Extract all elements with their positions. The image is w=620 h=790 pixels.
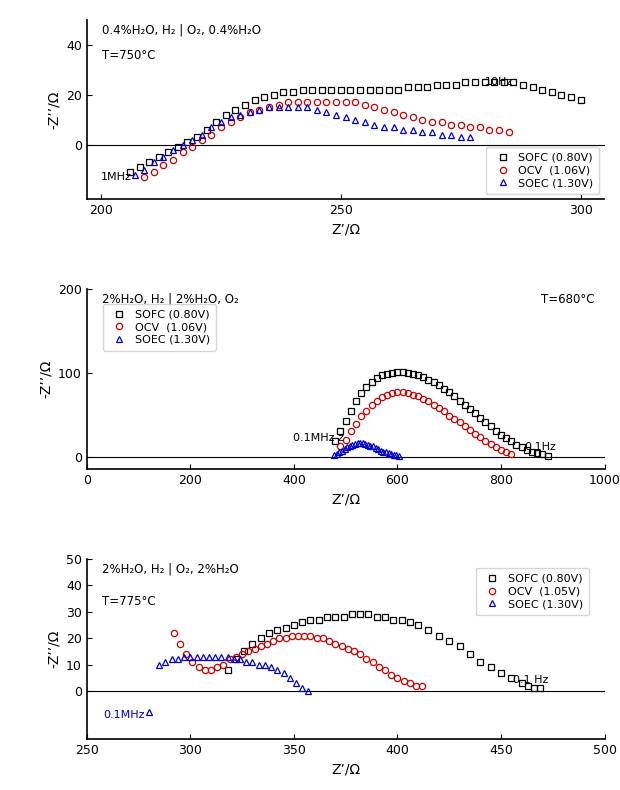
Text: 1MHz: 1MHz [101, 171, 132, 182]
Y-axis label: -Z’’/Ω: -Z’’/Ω [46, 630, 60, 668]
Text: 10Hz: 10Hz [485, 77, 513, 87]
Y-axis label: -Z’’/Ω: -Z’’/Ω [46, 90, 61, 129]
Text: 2%H₂O, H₂ | O₂, 2%H₂O: 2%H₂O, H₂ | O₂, 2%H₂O [102, 562, 239, 576]
X-axis label: Z’/Ω: Z’/Ω [331, 492, 360, 506]
Text: T=775°C: T=775°C [102, 595, 156, 608]
Text: 0.4%H₂O, H₂ | O₂, 0.4%H₂O: 0.4%H₂O, H₂ | O₂, 0.4%H₂O [102, 24, 262, 36]
Legend: SOFC (0.80V), OCV  (1.06V), SOEC (1.30V): SOFC (0.80V), OCV (1.06V), SOEC (1.30V) [486, 147, 599, 194]
Y-axis label: -Z’’/Ω: -Z’’/Ω [38, 360, 53, 398]
Legend: SOFC (0.80V), OCV  (1.06V), SOEC (1.30V): SOFC (0.80V), OCV (1.06V), SOEC (1.30V) [103, 304, 216, 351]
Text: 0.1 Hz: 0.1 Hz [513, 675, 549, 685]
Text: 0.1MHz z: 0.1MHz z [293, 434, 343, 443]
Text: T=750°C: T=750°C [102, 48, 156, 62]
X-axis label: Z’/Ω: Z’/Ω [331, 223, 360, 237]
Text: 0.1Hz: 0.1Hz [525, 442, 556, 452]
Text: T=680°C: T=680°C [541, 293, 594, 306]
Text: 2%H₂O, H₂ | 2%H₂O, O₂: 2%H₂O, H₂ | 2%H₂O, O₂ [102, 293, 239, 306]
X-axis label: Z’/Ω: Z’/Ω [331, 762, 360, 776]
Text: 0.1MHz: 0.1MHz [104, 709, 145, 720]
Legend: SOFC (0.80V), OCV  (1.05V), SOEC (1.30V): SOFC (0.80V), OCV (1.05V), SOEC (1.30V) [476, 568, 588, 615]
